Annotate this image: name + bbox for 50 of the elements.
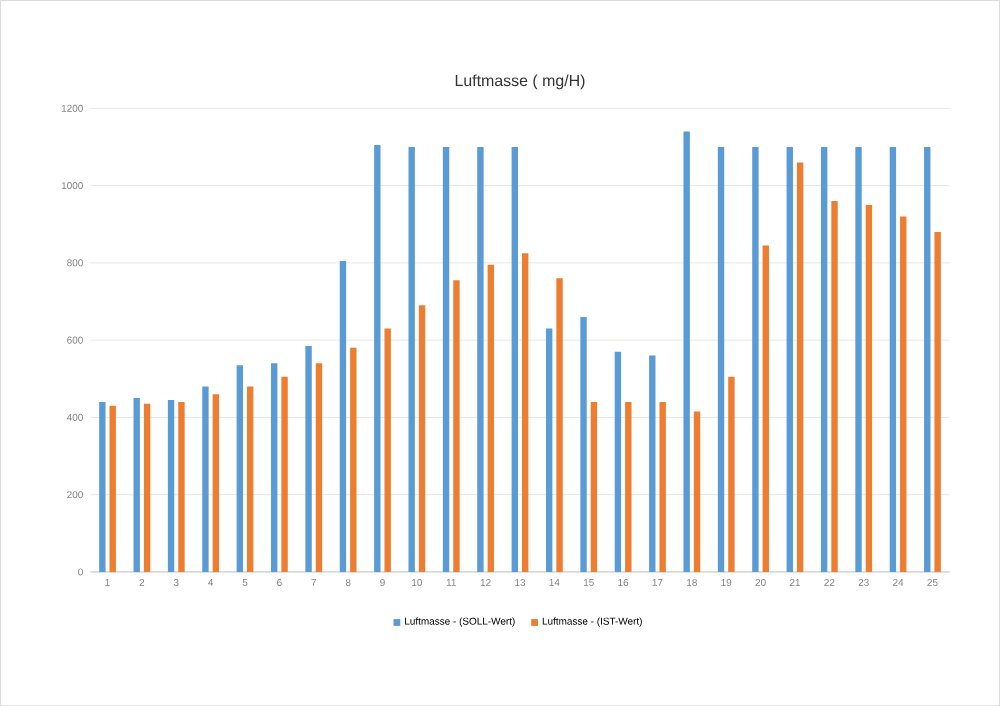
bar: [728, 376, 735, 572]
bar: [453, 280, 460, 572]
bar: [556, 278, 563, 572]
bar: [683, 131, 690, 572]
bar: [143, 403, 151, 572]
bar: [762, 245, 769, 572]
bar: [178, 401, 185, 572]
bar: [717, 146, 725, 572]
bar: [109, 405, 116, 572]
bar: [374, 144, 381, 572]
bar: [659, 401, 666, 572]
bar: [418, 305, 426, 572]
bar: [855, 146, 862, 572]
bar: [752, 146, 759, 572]
bar: [649, 355, 656, 572]
bar: [99, 401, 106, 572]
bar: [614, 351, 622, 572]
bar: [305, 345, 312, 572]
bar: [236, 365, 244, 572]
bar: [820, 146, 828, 572]
bar: [133, 397, 140, 572]
bar: [350, 347, 357, 572]
bar: [831, 200, 838, 572]
bar: [796, 162, 804, 572]
bar: [442, 146, 450, 572]
bar: [786, 146, 793, 572]
bar: [511, 146, 518, 572]
bar: [580, 316, 587, 572]
bar: [167, 399, 175, 572]
bar: [339, 260, 347, 572]
bar: [865, 204, 873, 572]
bar: [545, 328, 553, 572]
bar: [590, 401, 598, 572]
bar: [384, 328, 391, 572]
bar: [487, 264, 494, 572]
bar: [693, 411, 701, 572]
bar: [408, 146, 415, 572]
bar: [934, 231, 941, 572]
bar: [315, 363, 323, 572]
bar: [625, 401, 632, 572]
bar: [202, 386, 209, 572]
bar: [924, 146, 931, 572]
bar: [281, 376, 288, 572]
bar: [212, 394, 220, 572]
bar: [247, 386, 254, 572]
bar: [521, 253, 529, 572]
bar: [477, 146, 484, 572]
bar: [271, 363, 278, 572]
bar: [889, 146, 897, 572]
bar: [900, 216, 907, 572]
